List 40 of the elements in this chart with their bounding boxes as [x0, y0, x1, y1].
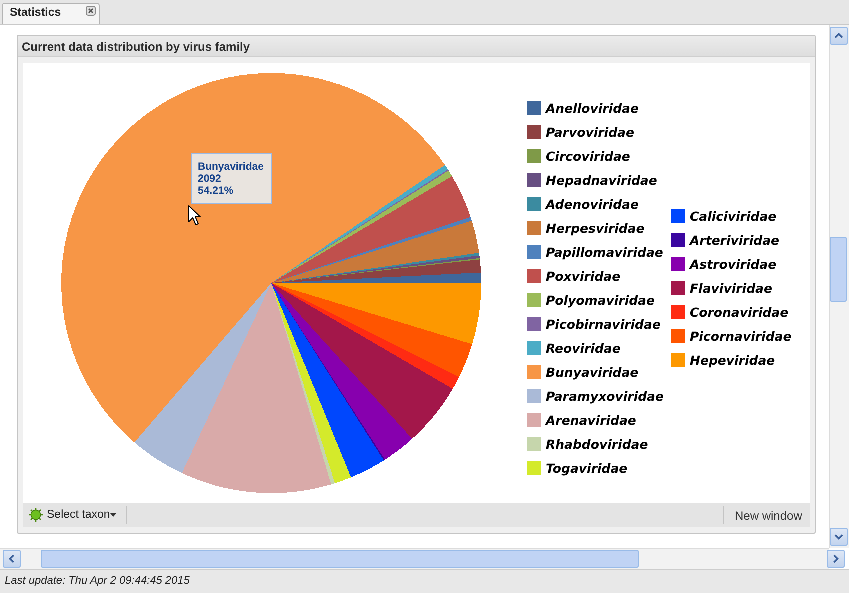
legend-label: Hepadnaviridae [546, 173, 658, 188]
pie-slice [272, 283, 453, 440]
pie-slice [272, 272, 482, 284]
legend-label: Picobirnaviridae [546, 317, 661, 332]
legend-label: Astroviridae [690, 257, 777, 272]
pie-slice [272, 283, 472, 378]
legend-label: Coronaviridae [690, 305, 789, 320]
chart-title: Current data distribution by virus family [22, 40, 250, 54]
pie-slice [272, 283, 412, 460]
legend-label: Paramyxoviridae [546, 389, 664, 404]
legend-label: Reoviridae [546, 341, 621, 356]
text: Statistics [10, 7, 62, 19]
pie-slice [272, 283, 352, 484]
text: Select taxon [47, 509, 110, 521]
legend-label: Caliciviridae [690, 209, 777, 224]
pie-slice [272, 283, 460, 390]
pie-slice [272, 283, 482, 344]
text: Bunyaviridae 2092 54.21% [191, 153, 272, 204]
legend-label: Hepeviridae [690, 353, 776, 368]
legend-label: Adenoviridae [546, 197, 639, 212]
legend-label: Papillomaviridae [546, 245, 664, 260]
text: New window [735, 509, 802, 523]
pie-slice [182, 283, 332, 494]
legend-label: Herpesviridae [546, 221, 645, 236]
pie-slice [62, 73, 446, 443]
pie-slice [272, 283, 336, 485]
legend-label: Arenaviridae [546, 413, 636, 428]
legend-label: Togaviridae [546, 461, 628, 476]
legend-label: Rhabdoviridae [546, 437, 648, 452]
legend-label: Arteriviridae [690, 233, 780, 248]
legend-label: Polyomaviridae [546, 293, 655, 308]
legend-label: Circoviridae [546, 149, 630, 164]
legend-label: Flaviviridae [690, 281, 772, 296]
legend-label: Bunyaviridae [546, 365, 639, 380]
legend-label: Picornaviridae [690, 329, 792, 344]
text: Last update: Thu Apr 2 09:44:45 2015 [5, 575, 190, 587]
pie-slice [134, 283, 272, 474]
legend-label: Anelloviridae [546, 101, 639, 116]
legend-label: Parvoviridae [546, 125, 634, 140]
legend-label: Poxviridae [546, 269, 621, 284]
